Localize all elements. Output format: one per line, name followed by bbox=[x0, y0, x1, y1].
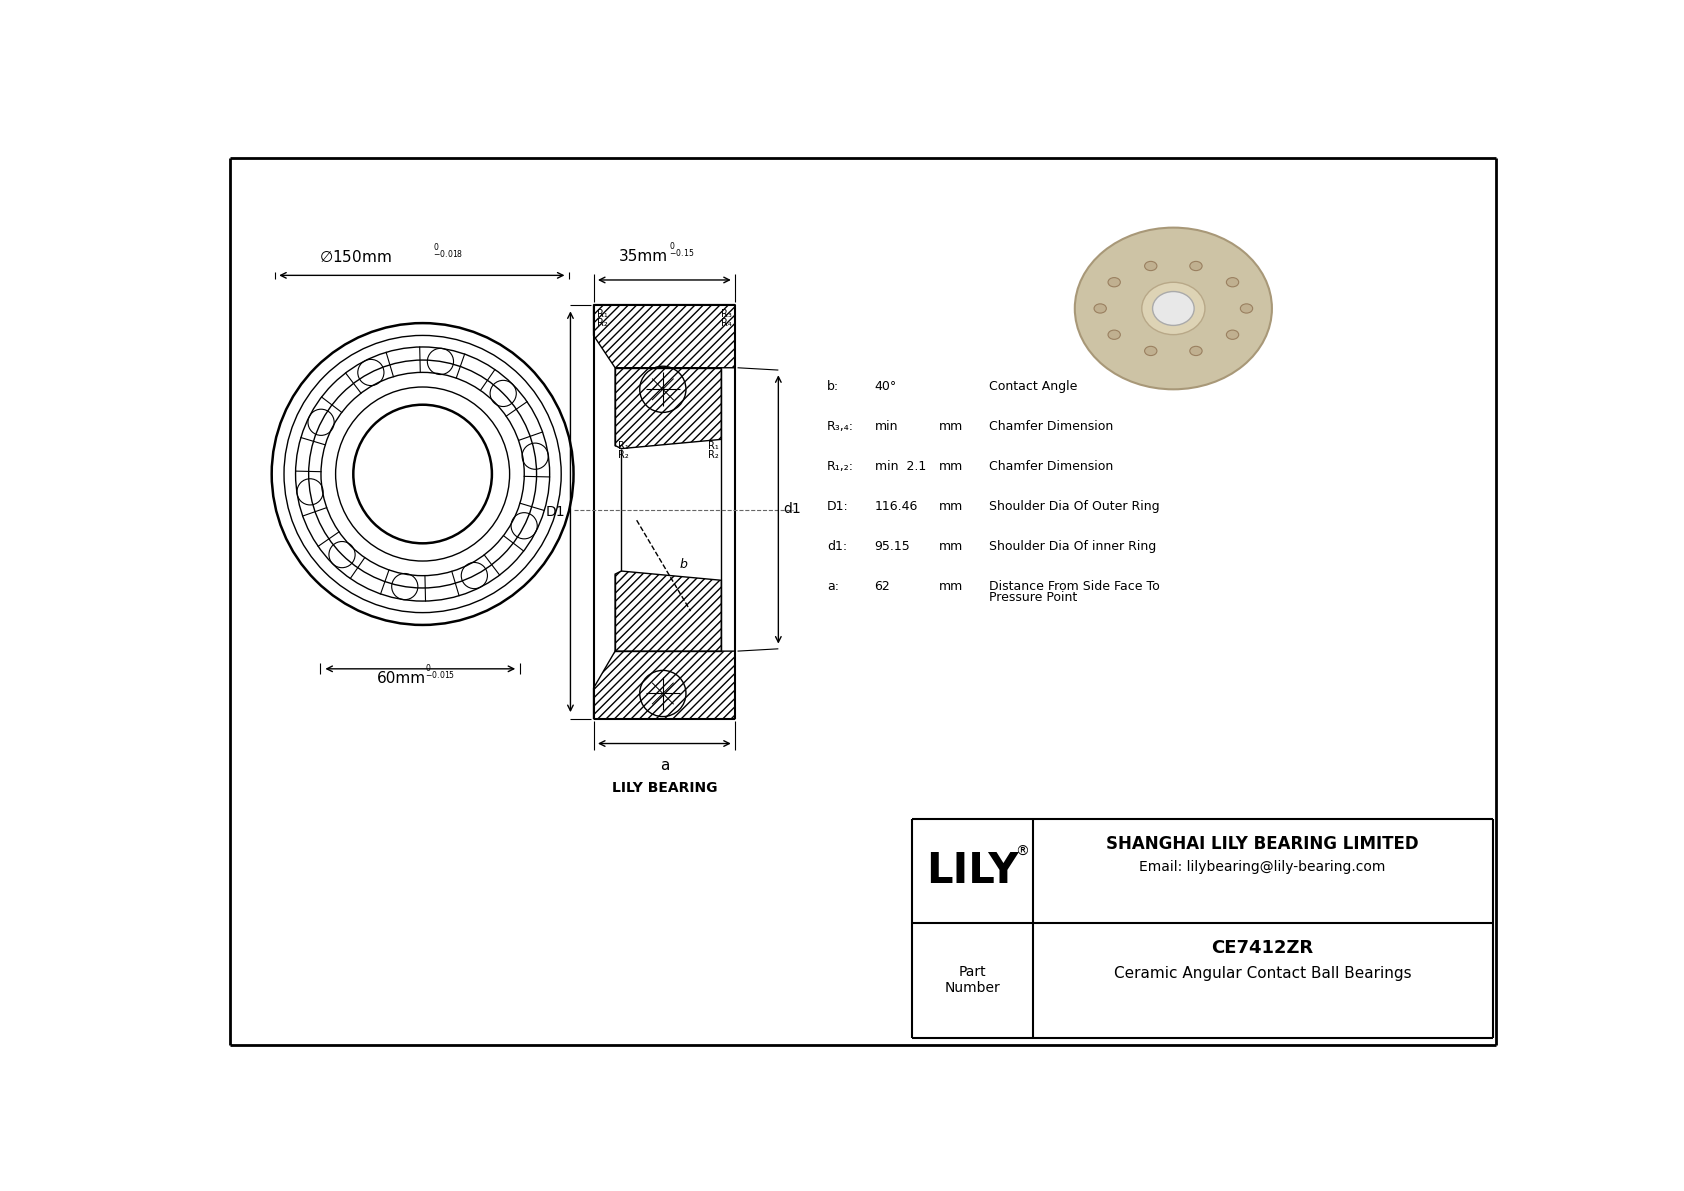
Text: a:: a: bbox=[827, 580, 839, 593]
Text: D1:: D1: bbox=[827, 500, 849, 513]
Text: R₁: R₁ bbox=[618, 441, 628, 451]
Text: b: b bbox=[680, 559, 687, 572]
Text: SHANGHAI LILY BEARING LIMITED: SHANGHAI LILY BEARING LIMITED bbox=[1106, 835, 1420, 854]
Text: mm: mm bbox=[938, 541, 963, 554]
Polygon shape bbox=[593, 305, 736, 368]
Ellipse shape bbox=[1226, 278, 1239, 287]
Text: D1: D1 bbox=[546, 505, 566, 519]
Text: CE7412ZR: CE7412ZR bbox=[1211, 940, 1314, 958]
Ellipse shape bbox=[1108, 278, 1120, 287]
Text: Part
Number: Part Number bbox=[945, 965, 1000, 994]
Text: Chamfer Dimension: Chamfer Dimension bbox=[989, 420, 1113, 434]
Text: R₃,₄:: R₃,₄: bbox=[827, 420, 854, 434]
Text: $^{0}_{-0.015}$: $^{0}_{-0.015}$ bbox=[424, 663, 455, 682]
Text: R₁: R₁ bbox=[596, 310, 608, 319]
Ellipse shape bbox=[1095, 304, 1106, 313]
Text: R₄: R₄ bbox=[721, 318, 733, 329]
Polygon shape bbox=[615, 368, 721, 449]
Text: R₃: R₃ bbox=[721, 310, 733, 319]
Text: Email: lilybearing@lily-bearing.com: Email: lilybearing@lily-bearing.com bbox=[1140, 860, 1386, 874]
Text: Distance From Side Face To: Distance From Side Face To bbox=[989, 580, 1159, 593]
Text: Contact Angle: Contact Angle bbox=[989, 380, 1078, 393]
Text: Pressure Point: Pressure Point bbox=[989, 591, 1076, 604]
Text: LILY BEARING: LILY BEARING bbox=[611, 781, 717, 796]
Text: R₂: R₂ bbox=[707, 450, 719, 460]
Ellipse shape bbox=[1191, 347, 1202, 356]
Text: 62: 62 bbox=[874, 580, 891, 593]
Text: 35mm: 35mm bbox=[620, 249, 669, 263]
Text: 60mm: 60mm bbox=[377, 672, 426, 686]
Text: R₁: R₁ bbox=[707, 441, 719, 451]
Text: d1:: d1: bbox=[827, 541, 847, 554]
Text: LILY: LILY bbox=[926, 849, 1019, 892]
Text: Shoulder Dia Of inner Ring: Shoulder Dia Of inner Ring bbox=[989, 541, 1155, 554]
Ellipse shape bbox=[1108, 330, 1120, 339]
Text: mm: mm bbox=[938, 580, 963, 593]
Text: mm: mm bbox=[938, 420, 963, 434]
Text: 40°: 40° bbox=[874, 380, 898, 393]
Ellipse shape bbox=[1074, 227, 1271, 389]
Ellipse shape bbox=[1226, 330, 1239, 339]
Ellipse shape bbox=[1241, 304, 1253, 313]
Text: R₁,₂:: R₁,₂: bbox=[827, 460, 854, 473]
Text: R₂: R₂ bbox=[596, 318, 608, 329]
Ellipse shape bbox=[1145, 261, 1157, 270]
Text: R₂: R₂ bbox=[618, 450, 628, 460]
Text: a: a bbox=[660, 757, 669, 773]
Text: min  2.1: min 2.1 bbox=[874, 460, 926, 473]
Text: Chamfer Dimension: Chamfer Dimension bbox=[989, 460, 1113, 473]
Text: ®: ® bbox=[1015, 846, 1029, 859]
Ellipse shape bbox=[1145, 347, 1157, 356]
Text: Shoulder Dia Of Outer Ring: Shoulder Dia Of Outer Ring bbox=[989, 500, 1159, 513]
Text: min: min bbox=[874, 420, 898, 434]
Ellipse shape bbox=[1142, 282, 1206, 335]
Text: mm: mm bbox=[938, 460, 963, 473]
Polygon shape bbox=[615, 570, 721, 651]
Text: 116.46: 116.46 bbox=[874, 500, 918, 513]
Text: $\varnothing$150mm: $\varnothing$150mm bbox=[318, 249, 391, 264]
Text: $^{0}_{-0.15}$: $^{0}_{-0.15}$ bbox=[669, 241, 694, 260]
Ellipse shape bbox=[1152, 292, 1194, 325]
Text: $^{0}_{-0.018}$: $^{0}_{-0.018}$ bbox=[433, 241, 463, 261]
Ellipse shape bbox=[1191, 261, 1202, 270]
Polygon shape bbox=[593, 651, 736, 719]
Text: d1: d1 bbox=[783, 503, 800, 517]
Text: Ceramic Angular Contact Ball Bearings: Ceramic Angular Contact Ball Bearings bbox=[1113, 966, 1411, 981]
Text: 95.15: 95.15 bbox=[874, 541, 911, 554]
Text: b:: b: bbox=[827, 380, 839, 393]
Text: mm: mm bbox=[938, 500, 963, 513]
